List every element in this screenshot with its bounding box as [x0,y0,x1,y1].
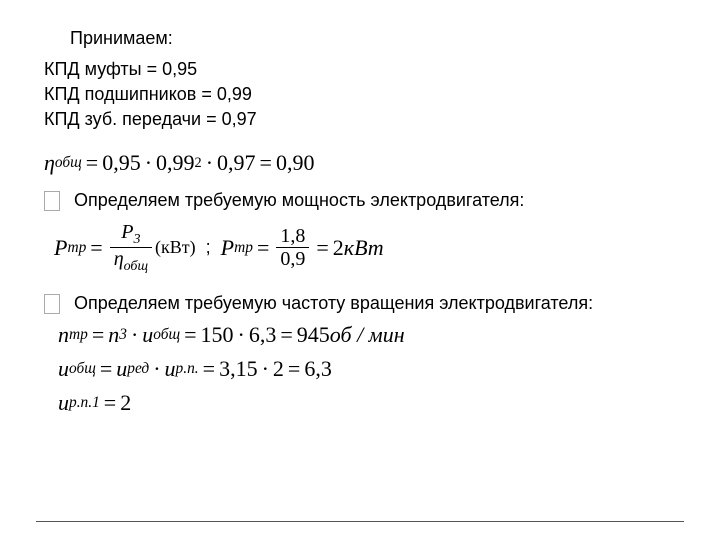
eta-sub: общ [55,154,82,172]
formula-u-total: uобщ = uред · uр.п. = 3,15 · 2 = 6,3 [58,356,676,382]
u-rp-sub: р.п. [176,360,199,378]
bullet-text-1: Определяем требуемую мощность электродви… [74,190,524,211]
u-rp-sym: u [165,356,176,382]
n-v2: 6,3 [249,322,277,348]
eta-result: 0,90 [276,150,315,176]
P-val-den: 0,9 [276,248,309,270]
eta-symbol: η [44,150,55,176]
P2-symbol: P [221,235,234,261]
n-unit: об / мин [330,322,405,348]
P2-tr-sub: тр [234,239,253,257]
kpd-line-1: КПД муфты = 0,95 [44,59,676,80]
u-result: 6,3 [304,356,332,382]
bullet-marker-icon [44,191,60,211]
bullet-row-2: Определяем требуемую частоту вращения эл… [44,293,676,314]
page: Принимаем: КПД муфты = 0,95 КПД подшипни… [0,0,720,540]
bullet-row-1: Определяем требуемую мощность электродви… [44,190,676,211]
u-sub: общ [153,326,180,344]
formula-n-tr: nтр = n3 · uобщ = 150 · 6,3 = 945об / ми… [58,322,676,348]
bullet-marker-icon [44,294,60,314]
formula-u-rp: uр.п.1 = 2 [58,390,676,416]
formula-eta-total: ηобщ = 0,95 · 0,992 · 0,97 = 0,90 [44,150,676,176]
eta-a: 0,95 [102,150,141,176]
u-sym: u [142,322,153,348]
n-v1: 150 [201,322,234,348]
u-total-sub: общ [69,360,96,378]
kpd-line-2: КПД подшипников = 0,99 [44,84,676,105]
n-tr-sub: тр [69,326,88,344]
urp-sym: u [58,390,69,416]
eta-c: 0,97 [217,150,256,176]
P-num-sym: P [121,221,133,243]
u-red-sub: ред [127,360,149,378]
n-sym: n [58,322,69,348]
u-v2: 2 [273,356,284,382]
P-val-num: 1,8 [276,225,309,247]
footer-rule [36,521,684,522]
n3-sym: n [108,322,119,348]
n3-sub: 3 [119,326,127,344]
eta-b: 0,99 [156,150,195,176]
eta-b-exp: 2 [195,155,202,172]
separator: ; [206,237,211,258]
P-num-sub: 3 [133,232,140,247]
urp-val: 2 [120,390,131,416]
P-den-sub: общ [124,259,148,274]
u-total-sym: u [58,356,69,382]
n-result: 945 [297,322,330,348]
title: Принимаем: [70,28,676,49]
P-tr-sub: тр [67,239,86,257]
P-den-sym: η [114,248,124,270]
P-val-result: 2 [333,235,344,261]
u-v1: 3,15 [219,356,258,382]
formula-power: Pтр = P3 ηобщ (кВт) ; Pтр = 1,8 0,9 = 2к… [54,221,676,275]
urp-sub: р.п.1 [69,394,100,412]
u-red-sym: u [116,356,127,382]
P-unit: (кВт) [155,237,196,258]
bullet-text-2: Определяем требуемую частоту вращения эл… [74,293,593,314]
kpd-line-3: КПД зуб. передачи = 0,97 [44,109,676,130]
P-symbol: P [54,235,67,261]
P-val-unit: кВт [344,235,384,261]
